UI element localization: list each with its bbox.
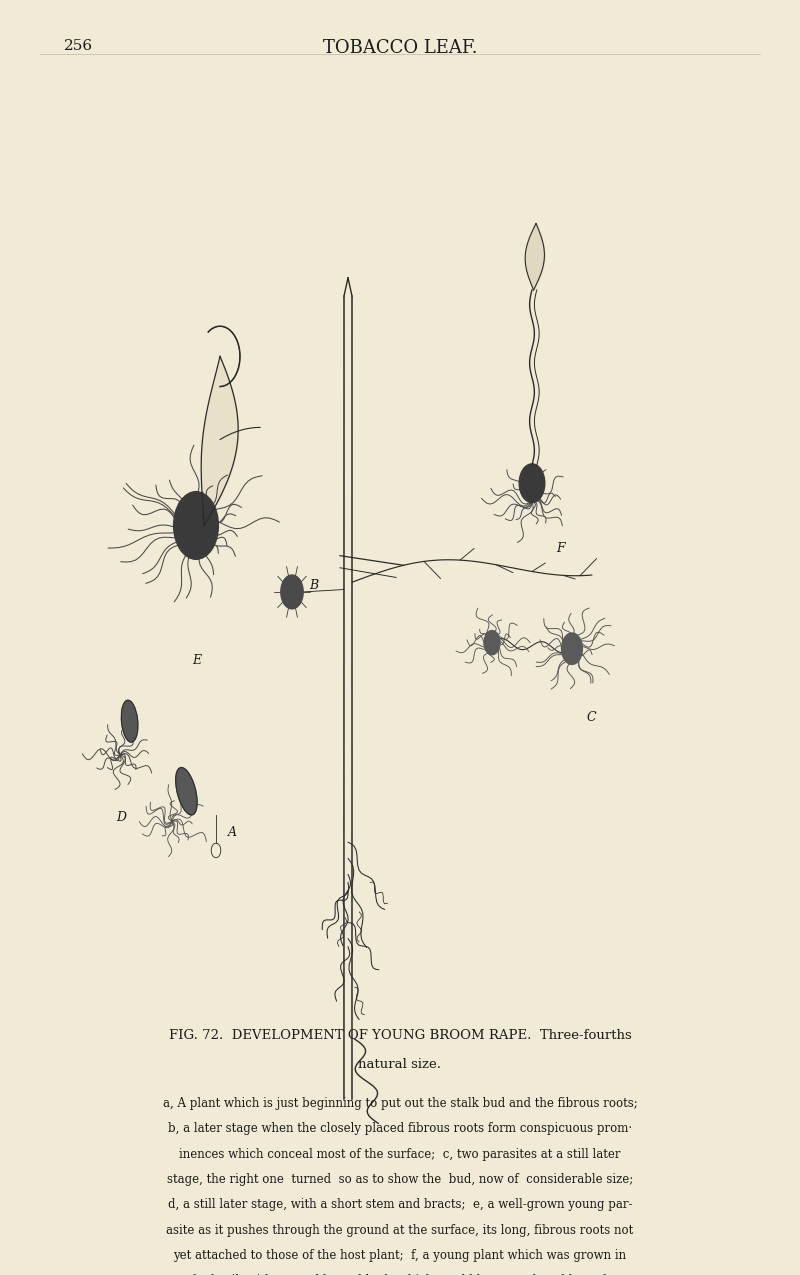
Text: F: F — [556, 542, 565, 555]
Text: b, a later stage when the closely placed fibrous roots form conspicuous prom·: b, a later stage when the closely placed… — [168, 1122, 632, 1135]
Circle shape — [484, 631, 500, 655]
Text: C: C — [586, 711, 596, 724]
Ellipse shape — [176, 768, 197, 815]
Text: D: D — [116, 811, 126, 825]
Text: E: E — [192, 654, 201, 667]
Ellipse shape — [122, 700, 138, 742]
Circle shape — [281, 575, 303, 609]
Text: asite as it pushes through the ground at the surface, its long, fibrous roots no: asite as it pushes through the ground at… — [166, 1224, 634, 1237]
Text: a, A plant which is just beginning to put out the stalk bud and the fibrous root: a, A plant which is just beginning to pu… — [162, 1096, 638, 1109]
Circle shape — [519, 464, 545, 502]
Text: A: A — [228, 826, 237, 839]
Text: yet attached to those of the host plant;  f, a young plant which was grown in: yet attached to those of the host plant;… — [174, 1250, 626, 1262]
Text: d, a still later stage, with a short stem and bracts;  e, a well-grown young par: d, a still later stage, with a short ste… — [168, 1198, 632, 1211]
Text: FIG. 72.  DEVELOPMENT OF YOUNG BROOM RAPE.  Three-fourths: FIG. 72. DEVELOPMENT OF YOUNG BROOM RAPE… — [169, 1029, 631, 1042]
Circle shape — [174, 492, 218, 560]
Text: TOBACCO LEAF.: TOBACCO LEAF. — [322, 38, 478, 56]
Circle shape — [562, 632, 582, 664]
Text: natural size.: natural size. — [358, 1058, 442, 1071]
Text: stage, the right one  turned  so as to show the  bud, now of  considerable size;: stage, the right one turned so as to sho… — [167, 1173, 633, 1186]
Text: B: B — [310, 579, 318, 593]
Text: inences which conceal most of the surface;  c, two parasites at a still later: inences which conceal most of the surfac… — [179, 1148, 621, 1160]
Text: 256: 256 — [64, 38, 93, 52]
